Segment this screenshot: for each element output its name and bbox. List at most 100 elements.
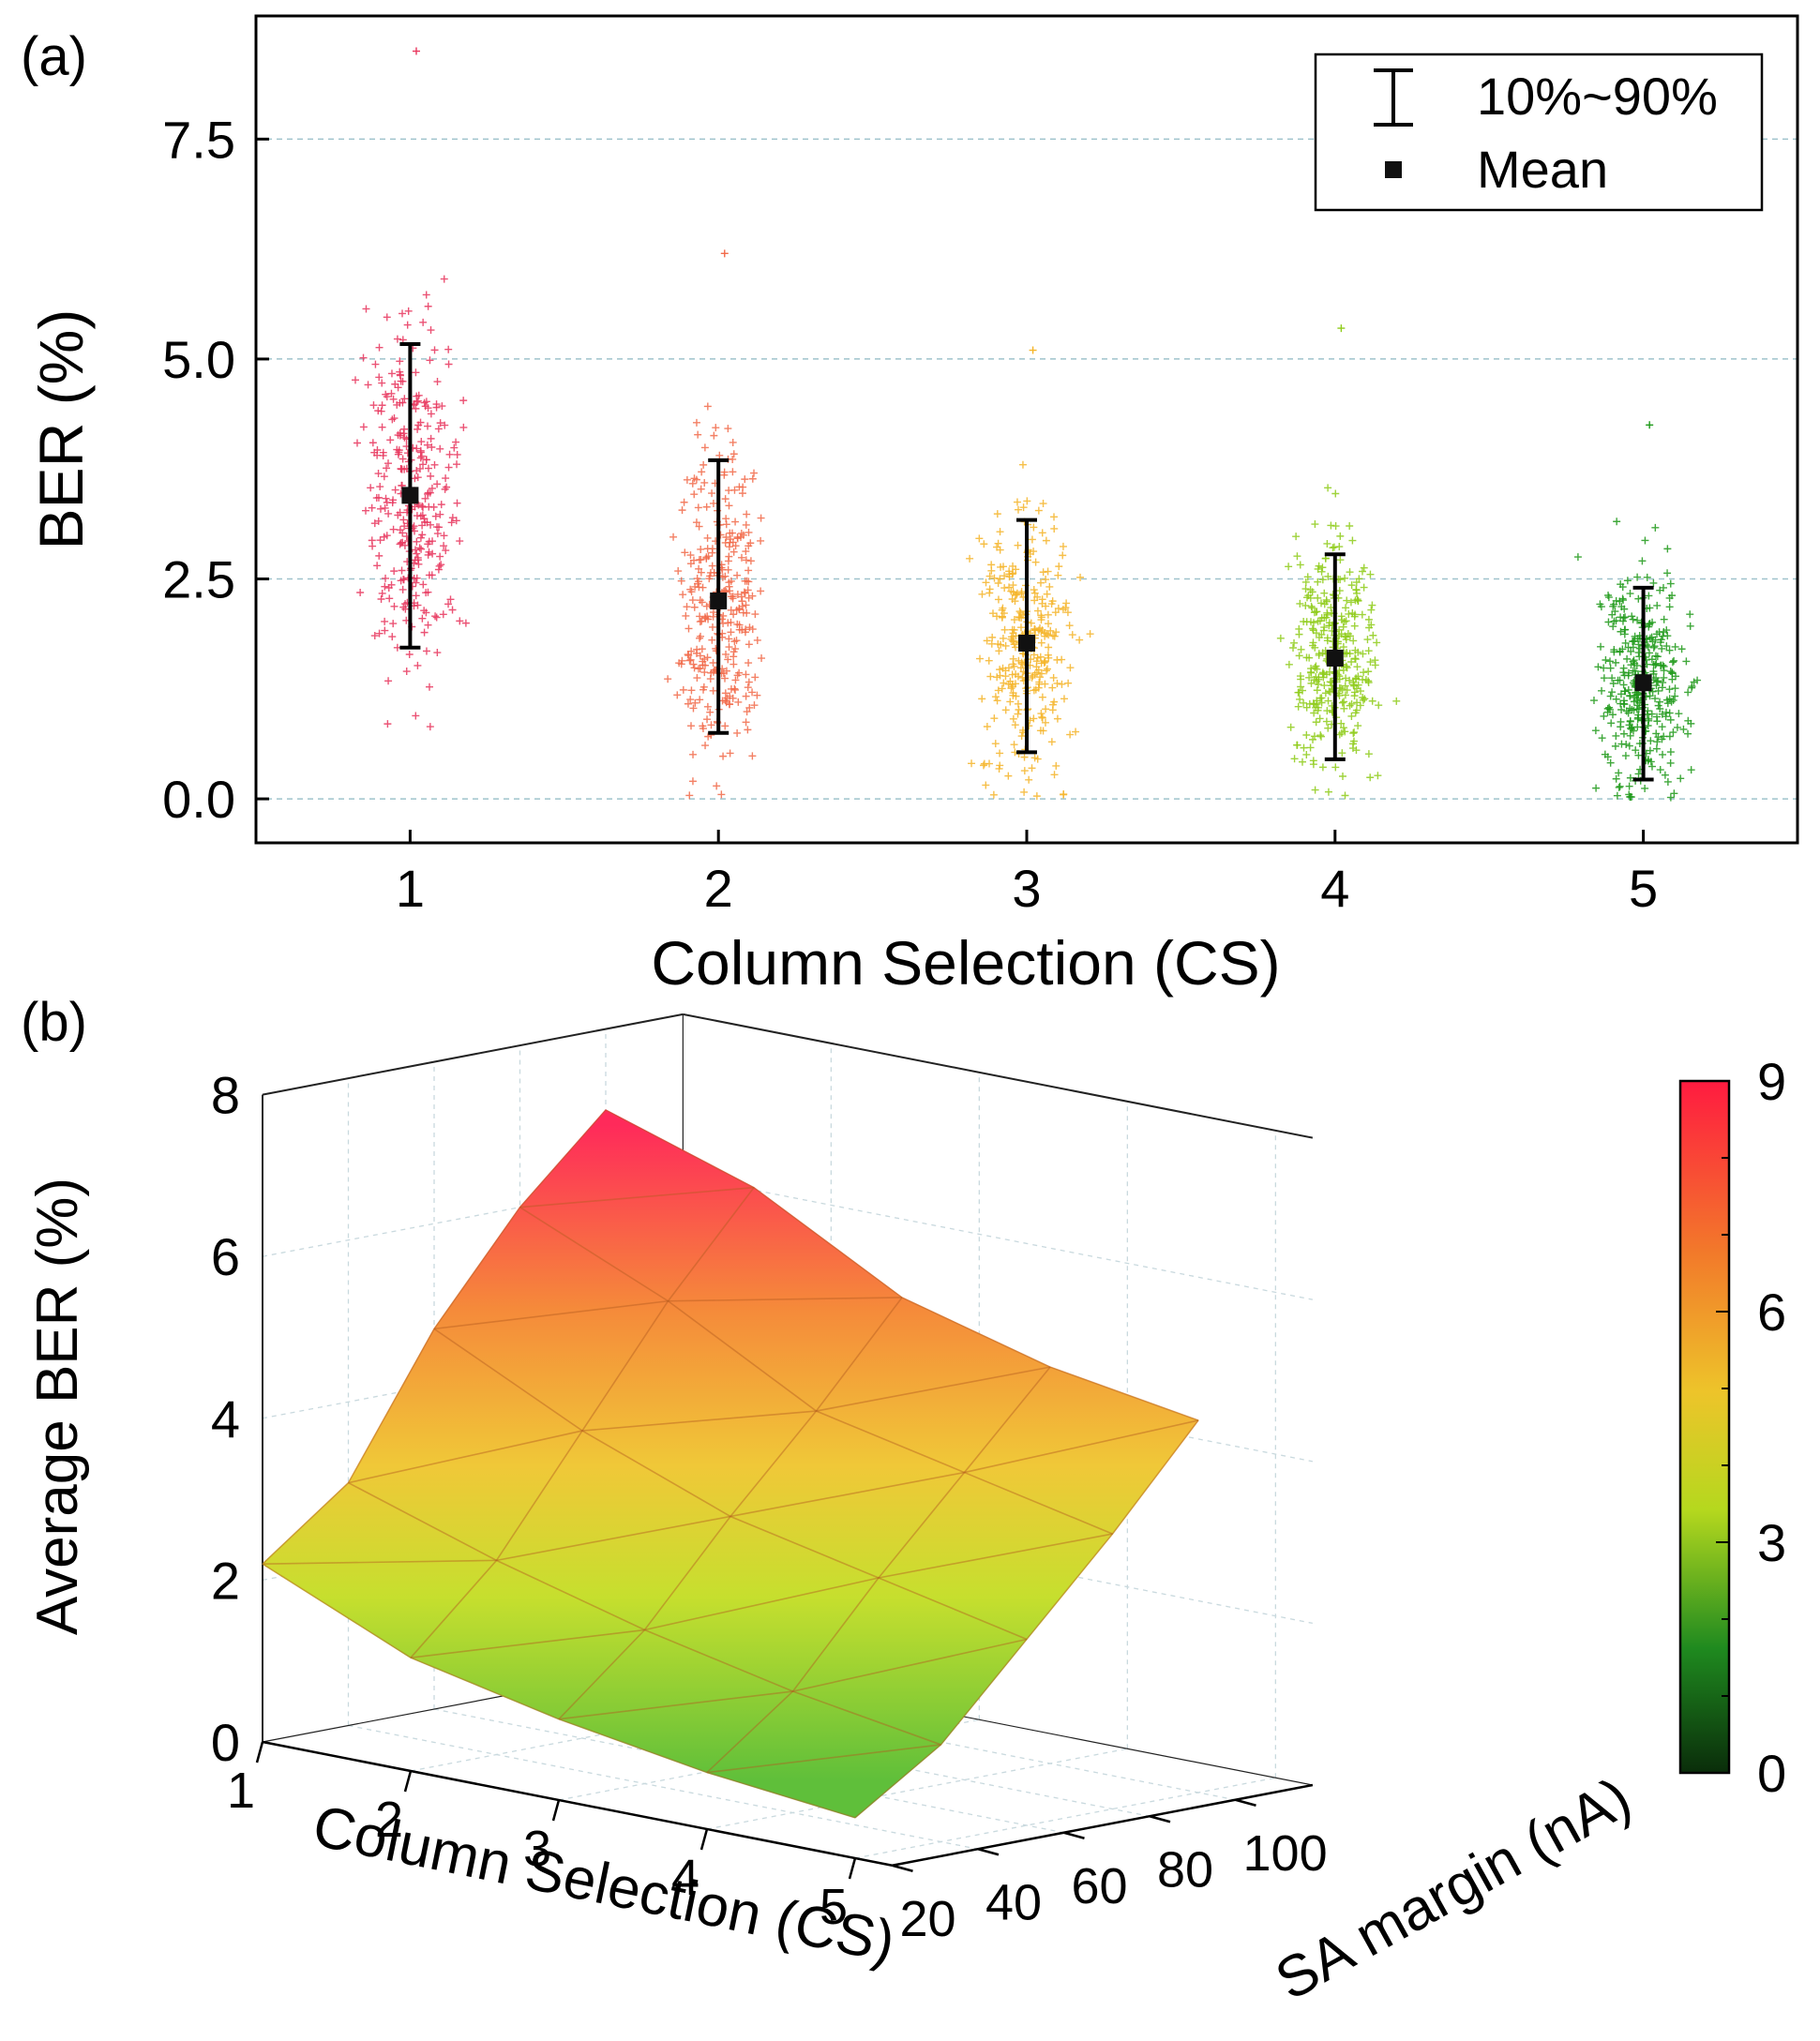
data-point: [1309, 760, 1317, 769]
data-point: [733, 728, 742, 737]
data-point: [698, 468, 706, 476]
data-point: [1050, 513, 1059, 521]
data-point: [1042, 667, 1050, 675]
data-point: [1341, 682, 1349, 690]
data-point: [386, 436, 395, 444]
data-point: [725, 635, 733, 643]
data-point: [979, 761, 987, 770]
surface-mesh-line: [878, 1533, 1113, 1579]
surface-mesh-line: [668, 1297, 903, 1302]
data-point: [689, 660, 698, 668]
data-point: [685, 656, 694, 665]
data-point: [1342, 662, 1350, 670]
data-point: [1005, 583, 1014, 592]
data-point: [1359, 694, 1367, 702]
data-point: [444, 345, 453, 353]
data-point: [1053, 714, 1061, 723]
data-point: [727, 628, 735, 637]
data-point: [1645, 620, 1653, 628]
data-point: [440, 542, 448, 550]
data-point: [1646, 604, 1654, 612]
data-point: [1289, 643, 1298, 652]
data-point: [1042, 536, 1050, 545]
data-point: [1043, 665, 1051, 673]
data-point: [1634, 691, 1643, 699]
data-point: [1662, 626, 1671, 635]
data-point: [1623, 654, 1632, 663]
panel-b-colorbar: 0 3 6 9: [1678, 1052, 1786, 1803]
data-point: [978, 695, 986, 703]
data-point: [1658, 710, 1666, 718]
surface-patch: [963, 1366, 1199, 1535]
data-point: [412, 578, 420, 587]
data-point: [1036, 578, 1045, 587]
data-point: [376, 536, 384, 545]
data-point: [995, 647, 1003, 655]
data-point: [1004, 680, 1013, 688]
legend-label-range: 10%~90%: [1477, 67, 1718, 126]
data-point: [426, 488, 434, 497]
data-point: [450, 443, 459, 452]
panel-a-errorbars: [399, 341, 1654, 782]
data-point: [748, 688, 757, 697]
data-point: [1041, 718, 1049, 727]
data-point: [1626, 590, 1634, 598]
data-point: [703, 612, 712, 621]
data-point: [730, 610, 738, 619]
data-point: [742, 601, 750, 609]
data-point: [424, 588, 432, 596]
data-point: [1326, 678, 1334, 686]
data-point: [1620, 605, 1629, 613]
data-point: [1658, 735, 1666, 743]
data-point: [1686, 610, 1694, 619]
data-point: [1645, 649, 1653, 657]
data-point: [1627, 724, 1635, 732]
data-point: [1302, 703, 1311, 712]
data-point: [420, 628, 429, 637]
data-point: [1325, 619, 1333, 627]
data-point: [1608, 674, 1617, 683]
data-point: [703, 533, 712, 542]
data-point: [414, 473, 422, 482]
data-point: [697, 568, 705, 577]
data-point: [399, 455, 407, 463]
data-point: [1620, 625, 1629, 634]
data-point: [701, 742, 710, 750]
data-point: [1054, 571, 1062, 579]
data-point: [1011, 721, 1019, 729]
data-point: [722, 667, 730, 675]
panel-a-y-label: BER (%): [26, 309, 96, 550]
panel-b-y-label: SA margin (nA): [1265, 1765, 1641, 2013]
data-point: [1346, 598, 1355, 607]
data-point: [1008, 625, 1016, 634]
data-point: [378, 401, 386, 410]
data-point: [1671, 642, 1679, 651]
data-point: [1009, 654, 1017, 663]
data-point: [664, 675, 672, 683]
data-point: [1671, 692, 1679, 700]
data-point: [1624, 643, 1632, 652]
data-point: [1315, 673, 1323, 682]
data-point: [422, 291, 430, 299]
data-point: [1364, 750, 1373, 758]
panel-a-x-tick-label: 1: [396, 859, 425, 918]
data-point: [369, 542, 377, 550]
data-point: [1320, 682, 1329, 690]
data-point: [691, 582, 699, 591]
colorbar-ticks: 0 3 6 9: [1716, 1052, 1786, 1803]
data-point: [1339, 724, 1347, 732]
data-point: [1669, 728, 1677, 737]
panel-b-surface: [262, 1094, 1199, 1819]
data-point: [1336, 556, 1345, 564]
data-point: [1286, 723, 1295, 731]
data-point: [1645, 714, 1653, 723]
data-point: [1652, 729, 1661, 738]
data-point: [401, 605, 410, 613]
data-point: [722, 515, 730, 523]
surface-mesh-line: [348, 1430, 583, 1484]
data-point: [1339, 643, 1347, 652]
data-point: [1647, 737, 1655, 745]
data-point: [686, 722, 695, 730]
data-point: [1037, 616, 1045, 624]
